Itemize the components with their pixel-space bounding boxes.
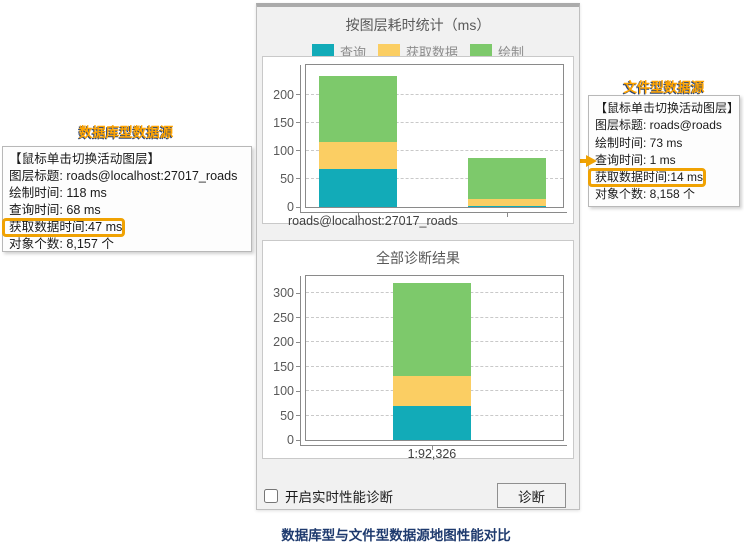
plot-area: 0 50 100 150 200 roads@localhost:27017_roads bbox=[273, 64, 567, 228]
y-tick-label: 100 bbox=[273, 384, 294, 399]
y-tick-mark bbox=[296, 317, 300, 319]
bar-segment-查询 bbox=[318, 168, 397, 207]
layer-time-chart-card: 0 50 100 150 200 roads@localhost:27017_roads bbox=[262, 56, 574, 228]
y-tick-label: 0 bbox=[287, 200, 294, 214]
y-tick-label: 200 bbox=[273, 335, 294, 350]
legend-swatch-icon bbox=[377, 44, 400, 59]
y-tick-mark bbox=[296, 439, 300, 441]
y-tick-mark bbox=[296, 292, 300, 294]
y-tick-label: 200 bbox=[273, 87, 294, 102]
bar-segment-查询 bbox=[392, 406, 471, 440]
x-axis-label: roads@localhost:27017_roads bbox=[288, 214, 458, 228]
y-tick-label: 150 bbox=[273, 359, 294, 374]
stacked-bar bbox=[468, 65, 547, 207]
diagnostics-panel: 按图层耗时统计（ms） 查询 获取数据 绘制 0 50 100 150 200 roads@l… bbox=[256, 3, 580, 510]
tooltip-object-count: 对象个数: 8,158 个 bbox=[595, 187, 696, 202]
bar-segment-获取数据 bbox=[468, 198, 547, 207]
left-annotation-heading: 数据库型数据源 bbox=[78, 125, 174, 140]
legend-swatch-icon bbox=[311, 44, 334, 59]
diagnose-button[interactable]: 诊断 bbox=[497, 483, 566, 508]
y-tick-mark bbox=[296, 390, 300, 392]
gridline bbox=[306, 121, 563, 123]
bar-segment-查询 bbox=[468, 206, 547, 207]
x-axis-label: 1:92,326 bbox=[407, 447, 457, 461]
gridline bbox=[306, 177, 563, 179]
right-tooltip-box: 【鼠标单击切换活动图层】 图层标题: roads@roads 绘制时间: 73 … bbox=[587, 95, 740, 207]
tooltip-query-time: 查询时间: 1 ms bbox=[595, 152, 676, 167]
x-tick-mark bbox=[357, 213, 359, 217]
tooltip-hint: 【鼠标单击切换活动图层】 bbox=[9, 152, 161, 166]
y-tick-mark bbox=[296, 415, 300, 417]
y-tick-mark bbox=[296, 366, 300, 368]
y-tick-label: 300 bbox=[273, 286, 294, 301]
y-tick-label: 50 bbox=[280, 171, 294, 186]
y-tick-label: 100 bbox=[273, 143, 294, 158]
plot-area: 0 50 100 150 200 250 300 1:92,326 bbox=[273, 275, 567, 461]
tooltip-draw-time: 绘制时间: 118 ms bbox=[9, 186, 107, 200]
fetch-time-highlight: 获取数据时间:47 ms bbox=[1, 218, 126, 237]
tooltip-hint: 【鼠标单击切换活动图层】 bbox=[595, 101, 740, 115]
y-tick-mark bbox=[296, 341, 300, 343]
panel-title: 按图层耗时统计（ms） bbox=[345, 17, 491, 33]
tooltip-layer-title: 图层标题: roads@localhost:27017_roads bbox=[9, 169, 238, 183]
legend-swatch-icon bbox=[470, 44, 492, 59]
y-axis-line bbox=[300, 65, 301, 213]
y-tick-label: 50 bbox=[280, 408, 294, 423]
tooltip-query-time: 查询时间: 68 ms bbox=[9, 203, 101, 217]
controls-row: 开启实时性能诊断 诊断 bbox=[264, 483, 574, 509]
y-tick-mark bbox=[296, 122, 300, 124]
overall-result-chart-card: 全部诊断结果 0 50 100 150 200 250 300 1:92,326 bbox=[262, 240, 574, 461]
tooltip-object-count: 对象个数: 8,157 个 bbox=[9, 237, 114, 251]
realtime-checkbox-wrap[interactable]: 开启实时性能诊断 bbox=[264, 486, 393, 506]
x-tick-mark bbox=[507, 213, 509, 217]
y-tick-mark bbox=[296, 178, 300, 180]
overall-chart-title: 全部诊断结果 bbox=[376, 250, 460, 266]
fetch-time-highlight: 获取数据时间:14 ms bbox=[587, 168, 707, 188]
bar-segment-获取数据 bbox=[392, 376, 471, 407]
y-tick-mark bbox=[296, 206, 300, 208]
x-axis-line bbox=[300, 445, 567, 446]
tooltip-fetch-time-row: 获取数据时间:14 ms bbox=[587, 168, 733, 188]
bar-segment-绘制 bbox=[468, 157, 547, 199]
tooltip-draw-time: 绘制时间: 73 ms bbox=[595, 135, 683, 150]
x-axis-line bbox=[300, 212, 567, 213]
stacked-bar bbox=[318, 65, 397, 207]
gridline bbox=[306, 93, 563, 95]
y-tick-label: 0 bbox=[287, 433, 294, 447]
tooltip-fetch-time-row: 获取数据时间:47 ms bbox=[1, 218, 245, 237]
realtime-checkbox-label: 开启实时性能诊断 bbox=[285, 490, 393, 505]
y-tick-mark bbox=[296, 94, 300, 96]
gridline bbox=[306, 149, 563, 151]
bar-segment-绘制 bbox=[318, 76, 397, 143]
y-tick-label: 150 bbox=[273, 115, 294, 130]
realtime-diagnosis-checkbox[interactable] bbox=[264, 489, 278, 503]
image-caption: 数据库型与文件型数据源地图性能对比 bbox=[281, 528, 511, 543]
y-axis-line bbox=[300, 276, 301, 446]
tooltip-layer-title: 图层标题: roads@roads bbox=[595, 118, 722, 133]
stacked-bar bbox=[392, 276, 471, 440]
y-tick-label: 250 bbox=[273, 310, 294, 325]
left-tooltip-box: 【鼠标单击切换活动图层】 图层标题: roads@localhost:27017… bbox=[1, 146, 252, 252]
bar-segment-绘制 bbox=[392, 282, 471, 377]
right-annotation-heading: 文件型数据源 bbox=[623, 80, 705, 95]
bar-segment-获取数据 bbox=[318, 142, 397, 169]
y-tick-mark bbox=[296, 150, 300, 152]
x-tick-mark bbox=[431, 446, 433, 450]
arrow-head bbox=[586, 155, 597, 167]
